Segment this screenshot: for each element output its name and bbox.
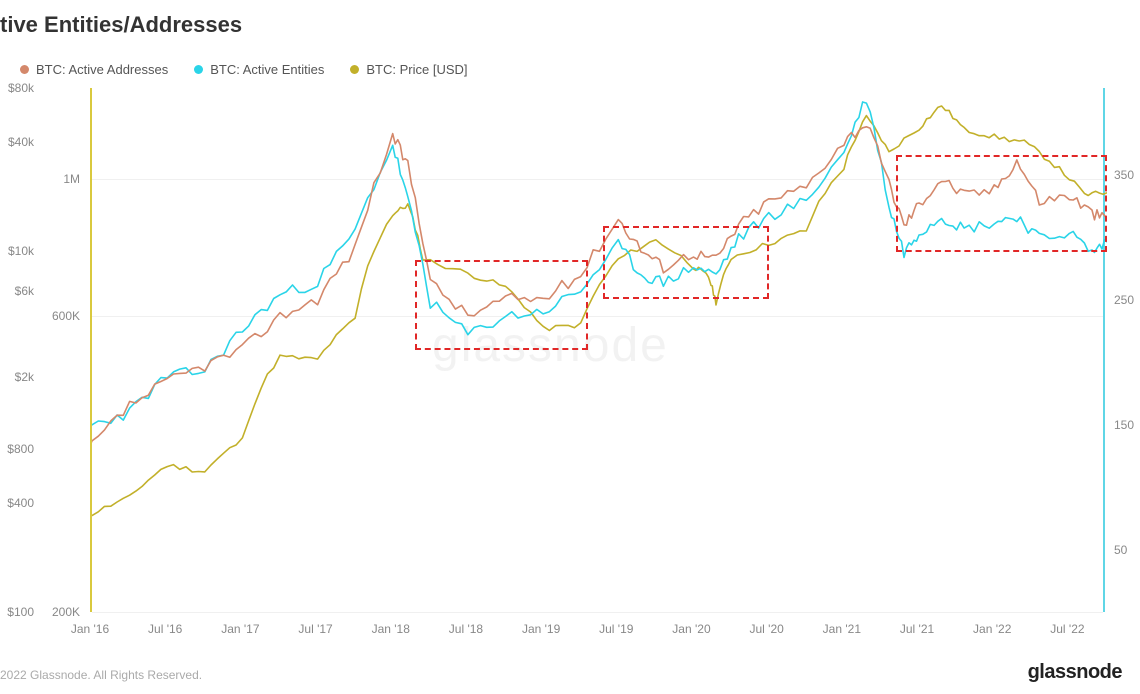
highlight-box <box>603 226 768 299</box>
y-axis-price-tick: $400 <box>0 496 34 510</box>
legend-item: BTC: Active Entities <box>194 62 324 77</box>
x-axis-tick: Jul '18 <box>449 622 483 636</box>
y-axis-price-tick: $6k <box>0 284 34 298</box>
y-axis-right-tick: 350 <box>1114 168 1140 182</box>
y-axis-count-tick: 600K <box>44 309 80 323</box>
y-axis-price-tick: $100 <box>0 605 34 619</box>
y-axis-count-tick: 200K <box>44 605 80 619</box>
y-axis-price-tick: $80k <box>0 81 34 95</box>
chart-title: tive Entities/Addresses <box>0 12 242 38</box>
highlight-box <box>415 260 588 350</box>
y-axis-price-tick: $40k <box>0 135 34 149</box>
chart-area: glassnode $80k$40k$10k$6k$2k$800$400$100… <box>0 88 1140 642</box>
x-axis-tick: Jan '19 <box>522 622 560 636</box>
x-axis-tick: Jan '16 <box>71 622 109 636</box>
x-axis-tick: Jan '22 <box>973 622 1011 636</box>
y-axis-price-tick: $800 <box>0 442 34 456</box>
x-axis-tick: Jul '17 <box>298 622 332 636</box>
x-axis-tick: Jan '20 <box>672 622 710 636</box>
legend: BTC: Active Addresses BTC: Active Entitie… <box>20 62 468 77</box>
legend-label: BTC: Active Addresses <box>36 62 168 77</box>
x-axis-tick: Jul '20 <box>750 622 784 636</box>
legend-label: BTC: Active Entities <box>210 62 324 77</box>
y-axis-price-tick: $10k <box>0 244 34 258</box>
y-axis-right-tick: 150 <box>1114 418 1140 432</box>
legend-dot-icon <box>194 65 203 74</box>
legend-item: BTC: Active Addresses <box>20 62 168 77</box>
x-axis-tick: Jul '19 <box>599 622 633 636</box>
plot-region: glassnode <box>90 88 1105 612</box>
y-axis-price-tick: $2k <box>0 370 34 384</box>
legend-item: BTC: Price [USD] <box>350 62 467 77</box>
y-axis-right-tick: 50 <box>1114 543 1140 557</box>
x-axis-tick: Jul '16 <box>148 622 182 636</box>
y-axis-count-tick: 1M <box>44 172 80 186</box>
brand-logo: glassnode <box>1028 661 1122 684</box>
x-axis-tick: Jan '21 <box>823 622 861 636</box>
legend-dot-icon <box>20 65 29 74</box>
legend-label: BTC: Price [USD] <box>366 62 467 77</box>
x-axis-tick: Jan '17 <box>221 622 259 636</box>
highlight-box <box>896 155 1107 252</box>
copyright: 2022 Glassnode. All Rights Reserved. <box>0 668 202 682</box>
x-axis-tick: Jul '22 <box>1050 622 1084 636</box>
x-axis-tick: Jul '21 <box>900 622 934 636</box>
legend-dot-icon <box>350 65 359 74</box>
y-axis-right-tick: 250 <box>1114 293 1140 307</box>
x-axis-tick: Jan '18 <box>372 622 410 636</box>
